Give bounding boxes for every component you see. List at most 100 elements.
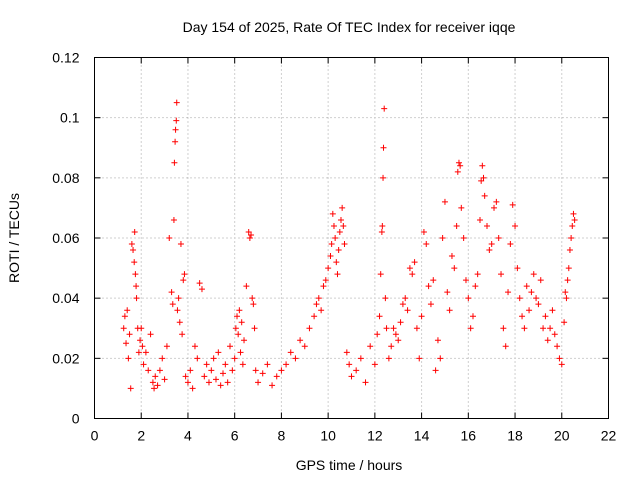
data-point: [451, 265, 458, 272]
data-point: [388, 343, 395, 350]
data-point: [453, 222, 460, 229]
data-point: [217, 382, 224, 389]
data-point: [446, 307, 453, 314]
data-point: [335, 247, 342, 254]
data-point: [521, 325, 528, 332]
data-point: [460, 235, 467, 241]
data-point: [255, 379, 262, 386]
data-point: [232, 325, 239, 332]
data-point: [241, 337, 248, 344]
data-point: [210, 355, 217, 362]
data-point: [184, 379, 191, 386]
data-point: [402, 295, 409, 302]
data-point: [432, 367, 439, 374]
data-point: [179, 331, 186, 338]
data-point: [133, 283, 140, 290]
data-point: [462, 277, 469, 284]
axis-ticks: 0 2 4 6 8 10 12 14 16 18 20 22 0 0.02 0.04 0.06 0.08 0.1 0…: [52, 50, 616, 444]
data-point: [234, 313, 241, 320]
data-point: [493, 198, 500, 205]
data-point: [124, 307, 131, 314]
data-point: [491, 204, 498, 211]
data-point: [477, 216, 483, 223]
x-tick-label: 22: [601, 428, 617, 444]
data-point: [362, 379, 369, 386]
data-point: [133, 295, 140, 302]
data-point: [380, 174, 387, 181]
data-point: [535, 301, 542, 308]
data-point: [166, 235, 173, 241]
data-point: [320, 283, 327, 290]
data-point: [224, 379, 231, 386]
data-point: [409, 271, 416, 278]
data-point: [250, 301, 257, 308]
data-point: [397, 319, 404, 326]
data-point: [140, 361, 147, 368]
data-point: [390, 325, 397, 332]
data-point: [434, 337, 441, 344]
grid: [94, 57, 609, 419]
data-point: [404, 307, 411, 314]
data-point: [341, 241, 348, 248]
data-point: [427, 301, 434, 308]
data-point: [170, 216, 177, 223]
data-point: [488, 241, 495, 248]
data-point: [278, 367, 285, 374]
data-point: [507, 241, 514, 248]
data-point: [163, 343, 170, 350]
data-point: [175, 295, 182, 302]
data-point: [325, 265, 332, 272]
data-point: [169, 301, 176, 308]
data-point: [264, 361, 271, 368]
data-point: [383, 325, 390, 332]
x-tick-label: 18: [507, 428, 523, 444]
data-point: [406, 265, 413, 272]
data-point: [343, 349, 350, 356]
y-tick-label: 0.12: [52, 50, 79, 66]
data-point: [444, 289, 451, 296]
x-tick-label: 16: [461, 428, 477, 444]
data-point: [173, 99, 180, 106]
data-point: [533, 295, 540, 302]
data-point: [454, 168, 461, 175]
y-tick-label: 0.02: [52, 350, 79, 366]
data-point: [423, 241, 430, 248]
data-point: [569, 222, 576, 229]
data-point: [478, 177, 485, 184]
data-point: [283, 361, 290, 368]
data-point: [145, 367, 152, 374]
data-point: [259, 370, 266, 377]
data-point: [500, 325, 507, 332]
data-point: [551, 331, 558, 338]
data-point: [201, 373, 208, 380]
data-point: [131, 259, 138, 266]
data-point: [306, 325, 313, 332]
data-point: [246, 235, 253, 241]
data-point: [571, 216, 578, 223]
data-point: [418, 313, 425, 320]
data-point: [380, 144, 387, 151]
data-point: [566, 247, 573, 254]
data-point: [441, 198, 448, 205]
data-point: [334, 271, 341, 278]
data-point: [273, 373, 280, 380]
data-point: [172, 126, 179, 133]
data-point: [474, 271, 481, 278]
data-point: [315, 295, 322, 302]
data-point: [189, 385, 196, 392]
data-point: [425, 283, 432, 290]
data-point: [123, 340, 130, 347]
data-point: [484, 222, 491, 229]
data-point: [333, 259, 340, 266]
data-point: [121, 313, 128, 320]
data-point: [340, 222, 347, 229]
data-point: [523, 283, 530, 290]
data-point: [174, 307, 181, 314]
data-point: [269, 382, 276, 389]
data-point: [379, 222, 386, 229]
data-point: [152, 373, 159, 380]
data-point: [565, 265, 572, 272]
data-point: [495, 235, 502, 241]
data-point: [411, 259, 418, 266]
